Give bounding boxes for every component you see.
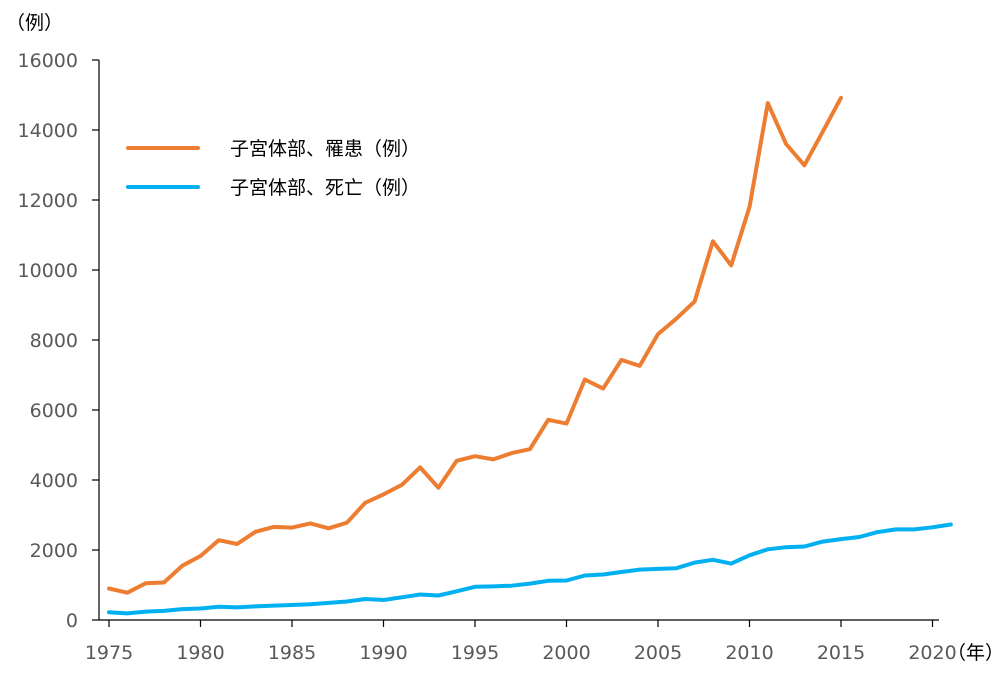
y-tick-label: 2000 [30,540,78,562]
x-tick-label: 2000 [542,642,590,664]
x-unit-label: （年） [947,642,1000,664]
legend-label-1: 子宮体部、死亡（例） [230,177,420,199]
y-unit-label: （例） [6,12,63,34]
x-tick-label: 2010 [725,642,773,664]
x-tick-label: 2020 [908,642,956,664]
y-tick-label: 0 [66,610,78,632]
y-tick-label: 6000 [30,400,78,422]
axes [98,60,939,621]
x-tick-label: 1990 [359,642,407,664]
series-lines [107,95,953,616]
x-tick-label: 1995 [451,642,499,664]
x-tick-label: 2005 [634,642,682,664]
x-tick-label: 1975 [85,642,133,664]
y-tick-label: 16000 [18,50,78,72]
y-tick-label: 10000 [18,260,78,282]
ticks: 0 2000 4000 6000 8000 10000 12000 14000 16000 197… [18,50,957,664]
series-line-0 [107,95,843,595]
series-line-1 [107,522,953,616]
legend: 子宮体部、罹患（例） 子宮体部、死亡（例） [126,138,420,199]
y-tick-label: 8000 [30,330,78,352]
y-tick-label: 4000 [30,470,78,492]
y-tick-label: 14000 [18,120,78,142]
legend-label-0: 子宮体部、罹患（例） [230,138,420,160]
x-tick-label: 2015 [817,642,865,664]
x-tick-label: 1985 [268,642,316,664]
x-tick-label: 1980 [176,642,224,664]
y-tick-label: 12000 [18,190,78,212]
